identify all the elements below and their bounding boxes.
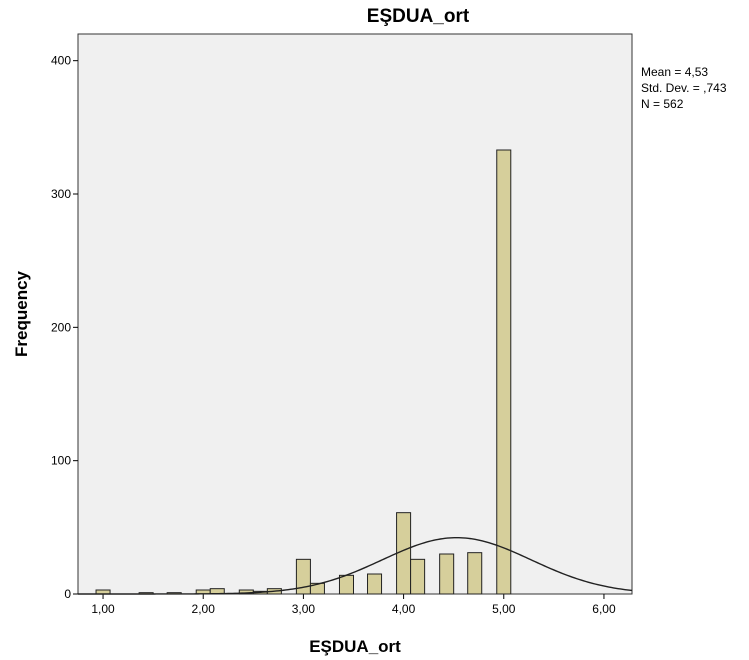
x-tick-label: 5,00 bbox=[492, 602, 516, 616]
y-axis: 0 100 200 300 400 bbox=[51, 54, 78, 601]
histogram-bar bbox=[367, 573, 383, 595]
y-tick-label: 0 bbox=[64, 587, 71, 601]
x-tick-label: 4,00 bbox=[392, 602, 416, 616]
y-tick-label: 300 bbox=[51, 187, 71, 201]
histogram-bar bbox=[295, 558, 311, 595]
y-tick-label: 100 bbox=[51, 454, 71, 468]
stats-box: Mean = 4,53 Std. Dev. = ,743 N = 562 bbox=[641, 65, 727, 111]
histogram-bar bbox=[496, 149, 512, 595]
stats-n: N = 562 bbox=[641, 97, 684, 111]
y-axis-label: Frequency bbox=[12, 270, 31, 357]
x-tick-label: 6,00 bbox=[592, 602, 616, 616]
y-tick-label: 400 bbox=[51, 54, 71, 68]
histogram-bar bbox=[467, 552, 483, 595]
x-axis: 1,00 2,00 3,00 4,00 5,00 6,00 bbox=[91, 594, 616, 616]
normal-curve bbox=[78, 536, 633, 595]
histogram-bar bbox=[396, 512, 412, 595]
stats-std-dev: Std. Dev. = ,743 bbox=[641, 81, 727, 95]
y-tick-label: 200 bbox=[51, 320, 71, 334]
x-axis-label: EŞDUA_ort bbox=[309, 637, 401, 656]
chart-title: EŞDUA_ort bbox=[367, 6, 470, 27]
histogram-bar bbox=[309, 582, 325, 595]
histogram-bar bbox=[410, 558, 426, 595]
x-tick-label: 1,00 bbox=[91, 602, 115, 616]
histogram-bar bbox=[439, 553, 455, 595]
plot-background bbox=[77, 33, 633, 595]
stats-mean: Mean = 4,53 bbox=[641, 65, 708, 79]
histogram-bar bbox=[338, 574, 354, 595]
x-tick-label: 3,00 bbox=[292, 602, 316, 616]
x-tick-label: 2,00 bbox=[192, 602, 216, 616]
